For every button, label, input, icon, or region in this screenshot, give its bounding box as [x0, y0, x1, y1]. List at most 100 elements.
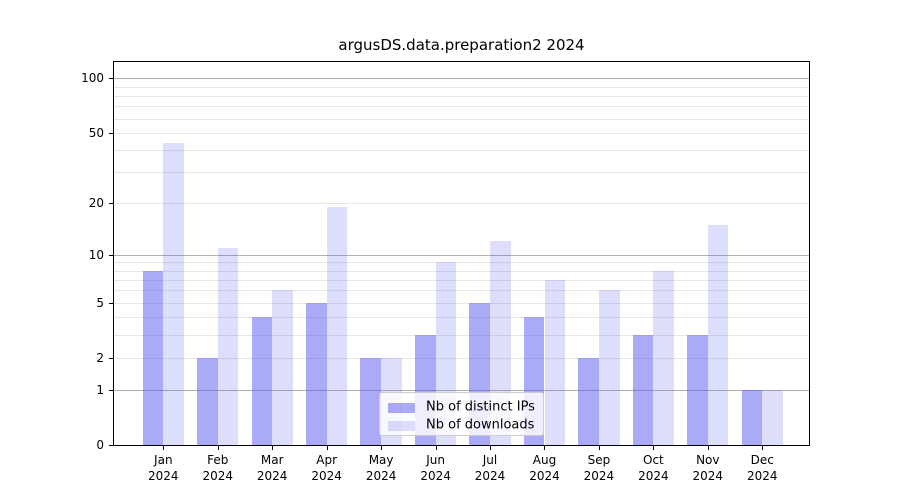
bar-downloads-sep: [598, 290, 620, 445]
legend: Nb of distinct IPs Nb of downloads: [379, 392, 544, 436]
gridline-6: [114, 290, 809, 292]
legend-label-distinct-ips: Nb of distinct IPs: [426, 399, 535, 415]
bar-distinct-ips-feb: [197, 357, 218, 445]
year-label: 2024: [365, 469, 397, 483]
year-label: 2024: [256, 469, 288, 483]
bar-distinct-ips-dec: [741, 389, 763, 445]
year-label: 2024: [474, 469, 506, 483]
x-tick-label-jun: Jun 2024: [401, 452, 471, 484]
gridline-9: [114, 262, 809, 264]
gridline-10: [114, 254, 809, 256]
bar-downloads-aug: [544, 279, 566, 445]
bar-distinct-ips-nov: [687, 334, 708, 445]
y-tick-1: [109, 390, 113, 391]
month-label: Jan: [154, 453, 173, 467]
gridline-20: [114, 203, 809, 205]
y-tick-label-50: 50: [88, 125, 104, 140]
y-tick-5: [109, 303, 113, 304]
gridline-50: [114, 132, 809, 134]
bar-downloads-dec: [762, 389, 783, 445]
year-label: 2024: [638, 469, 669, 483]
y-tick-label-0: 0: [96, 438, 104, 452]
bar-downloads-mar: [272, 290, 293, 445]
x-tick-mar: [272, 446, 273, 450]
gridline-30: [114, 172, 809, 174]
x-tick-nov: [708, 446, 709, 450]
month-label: Jul: [482, 453, 498, 467]
x-tick-label-sep: Sep 2024: [564, 452, 634, 484]
x-tick-label-nov: Nov 2024: [673, 452, 743, 484]
x-tick-label-dec: Dec 2024: [727, 452, 797, 484]
month-label: Sep: [587, 453, 611, 467]
x-tick-label-oct: Oct 2024: [618, 452, 688, 484]
x-tick-apr: [327, 446, 328, 450]
x-tick-jul: [490, 446, 491, 450]
gridline-40: [114, 150, 809, 151]
chart-title: argusDS.data.preparation2 2024: [338, 36, 585, 54]
x-tick-oct: [653, 446, 654, 450]
y-tick-10: [109, 255, 113, 256]
bar-distinct-ips-apr: [306, 302, 327, 445]
legend-item-downloads: Nb of downloads: [388, 417, 543, 433]
x-tick-feb: [218, 446, 219, 450]
year-label: 2024: [148, 469, 179, 483]
x-tick-jun: [436, 446, 437, 450]
bar-distinct-ips-may: [360, 357, 382, 445]
bar-downloads-jan: [163, 142, 184, 445]
y-tick-label-1: 1: [96, 382, 104, 397]
y-tick-100: [109, 78, 113, 79]
year-label: 2024: [311, 469, 342, 483]
x-tick-jan: [163, 446, 164, 450]
legend-swatch-downloads: [388, 420, 415, 431]
month-label: May: [368, 453, 394, 467]
gridline-90: [114, 86, 809, 88]
y-tick-0: [109, 445, 113, 446]
y-tick-label-5: 5: [96, 295, 104, 310]
x-tick-label-mar: Mar 2024: [237, 452, 307, 484]
month-label: Mar: [260, 453, 284, 467]
gridline-60: [114, 118, 809, 120]
y-tick-label-20: 20: [88, 196, 104, 211]
y-tick-label-100: 100: [81, 71, 104, 86]
x-tick-label-aug: Aug 2024: [510, 452, 580, 484]
x-tick-label-apr: Apr 2024: [292, 452, 362, 484]
year-label: 2024: [202, 469, 234, 483]
year-label: 2024: [583, 469, 615, 483]
bar-downloads-apr: [326, 207, 348, 445]
bar-distinct-ips-mar: [251, 317, 273, 445]
gridline-4: [114, 317, 809, 319]
month-label: Apr: [316, 453, 338, 467]
gridline-1: [114, 389, 809, 391]
year-label: 2024: [529, 469, 560, 483]
x-tick-label-jul: Jul 2024: [455, 452, 525, 484]
gridline-5: [114, 302, 809, 304]
x-tick-label-jan: Jan 2024: [128, 452, 198, 484]
gridline-80: [114, 95, 809, 97]
gridline-100: [114, 78, 809, 80]
month-label: Nov: [696, 453, 720, 467]
x-tick-dec: [762, 446, 763, 450]
month-label: Feb: [207, 453, 229, 467]
legend-item-distinct-ips: Nb of distinct IPs: [388, 399, 543, 415]
y-tick-label-10: 10: [88, 247, 104, 262]
y-tick-50: [109, 133, 113, 134]
month-label: Aug: [532, 453, 557, 467]
bar-distinct-ips-oct: [632, 334, 654, 445]
year-label: 2024: [420, 469, 451, 483]
gridline-2: [114, 357, 809, 359]
month-label: Oct: [643, 453, 664, 467]
month-label: Jun: [426, 453, 445, 467]
gridline-8: [114, 270, 809, 272]
x-tick-may: [381, 446, 382, 450]
y-tick-2: [109, 358, 113, 359]
y-tick-20: [109, 203, 113, 204]
plot-area: [113, 61, 810, 446]
bar-distinct-ips-jan: [142, 270, 164, 445]
bar-downloads-oct: [653, 270, 675, 445]
month-label: Dec: [750, 453, 774, 467]
x-tick-aug: [544, 446, 545, 450]
gridline-7: [114, 279, 809, 281]
x-tick-label-feb: Feb 2024: [183, 452, 253, 484]
gridline-3: [114, 334, 809, 336]
